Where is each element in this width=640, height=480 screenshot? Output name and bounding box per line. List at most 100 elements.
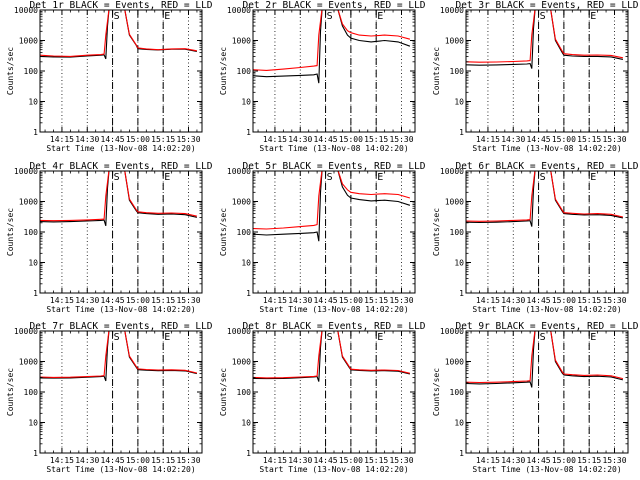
x-tick-label: 15:30	[176, 296, 200, 305]
series-events-line	[466, 10, 624, 69]
y-tick-label: 100	[237, 388, 252, 397]
x-tick-label: 14:45	[314, 456, 338, 465]
event-marker-label: S	[540, 11, 546, 22]
y-tick-label: 10000	[440, 167, 464, 176]
x-tick-label: 14:45	[101, 456, 125, 465]
x-tick-label: 14:30	[288, 456, 312, 465]
y-tick-label: 10	[28, 259, 38, 268]
x-tick-label: 15:15	[577, 296, 601, 305]
x-tick-label: 15:00	[339, 135, 363, 144]
x-tick-label: 14:30	[288, 296, 312, 305]
y-tick-label: 1000	[232, 358, 251, 367]
y-axis-label: Counts/sec	[432, 368, 441, 416]
x-tick-label: 14:30	[75, 296, 99, 305]
y-tick-label: 1000	[19, 37, 38, 46]
event-marker-label: E	[377, 11, 383, 22]
x-tick-label: 15:00	[339, 456, 363, 465]
x-axis-label: Start Time (13-Nov-08 14:02:20)	[46, 305, 195, 314]
event-marker-label: E	[164, 11, 170, 22]
series-events-line	[466, 331, 624, 388]
y-tick-label: 1	[246, 289, 251, 298]
x-tick-label: 14:15	[50, 456, 74, 465]
y-tick-label: 100	[237, 228, 252, 237]
panel-title: Det 4r BLACK = Events, RED = LLD	[29, 161, 212, 172]
x-tick-label: 15:30	[602, 456, 626, 465]
y-tick-label: 100	[237, 67, 252, 76]
panel-title: Det 6r BLACK = Events, RED = LLD	[455, 161, 638, 172]
y-tick-label: 10000	[227, 167, 251, 176]
y-tick-label: 1	[33, 289, 38, 298]
x-tick-label: 14:45	[101, 296, 125, 305]
x-tick-label: 14:45	[314, 135, 338, 144]
event-marker-label: S	[327, 172, 333, 183]
y-tick-label: 10000	[227, 6, 251, 15]
x-axis-label: Start Time (13-Nov-08 14:02:20)	[259, 144, 408, 153]
y-axis-label: Counts/sec	[219, 208, 228, 256]
series-events-line	[466, 171, 624, 227]
x-tick-label: 15:00	[552, 456, 576, 465]
y-tick-label: 100	[450, 67, 465, 76]
y-tick-label: 10000	[440, 6, 464, 15]
event-marker-label: E	[377, 172, 383, 183]
plot-frame	[465, 170, 629, 294]
x-tick-label: 15:30	[602, 296, 626, 305]
series-lld-line	[40, 331, 198, 378]
event-marker-label: S	[327, 332, 333, 343]
x-tick-label: 14:15	[263, 296, 287, 305]
y-axis-label: Counts/sec	[6, 208, 15, 256]
plot-frame	[465, 330, 629, 454]
x-tick-label: 15:00	[126, 135, 150, 144]
y-tick-label: 10	[454, 98, 464, 107]
x-tick-label: 14:15	[50, 135, 74, 144]
x-axis-label: Start Time (13-Nov-08 14:02:20)	[259, 305, 408, 314]
y-tick-label: 10	[28, 98, 38, 107]
x-tick-label: 15:30	[389, 296, 413, 305]
x-tick-label: 15:00	[552, 135, 576, 144]
event-marker-label: E	[164, 172, 170, 183]
series-events-line	[40, 331, 198, 382]
x-tick-label: 14:45	[527, 135, 551, 144]
series-lld-line	[253, 331, 411, 379]
x-axis-label: Start Time (13-Nov-08 14:02:20)	[46, 465, 195, 474]
series-events-line	[40, 171, 198, 226]
x-tick-label: 14:45	[314, 296, 338, 305]
x-tick-label: 15:00	[339, 296, 363, 305]
y-tick-label: 10000	[14, 167, 38, 176]
x-tick-label: 15:15	[364, 456, 388, 465]
y-tick-label: 10	[241, 259, 251, 268]
plot-frame	[252, 9, 416, 133]
y-tick-label: 10	[454, 419, 464, 428]
plot-frame	[252, 330, 416, 454]
y-tick-label: 100	[24, 228, 39, 237]
series-lld-line	[40, 10, 197, 57]
event-marker-label: S	[540, 172, 546, 183]
y-axis-label: Counts/sec	[219, 368, 228, 416]
x-tick-label: 15:30	[389, 456, 413, 465]
x-axis-label: Start Time (13-Nov-08 14:02:20)	[472, 465, 621, 474]
event-marker-label: E	[590, 11, 596, 22]
y-tick-label: 100	[24, 67, 39, 76]
y-tick-label: 1000	[232, 37, 251, 46]
y-axis-label: Counts/sec	[432, 208, 441, 256]
x-tick-label: 15:15	[364, 296, 388, 305]
plot-frame	[465, 9, 629, 133]
panel-title: Det 1r BLACK = Events, RED = LLD	[29, 0, 212, 11]
panel-title: Det 5r BLACK = Events, RED = LLD	[242, 161, 425, 172]
event-marker-label: E	[590, 172, 596, 183]
plot-frame	[39, 330, 203, 454]
x-tick-label: 14:15	[476, 456, 500, 465]
y-tick-label: 1	[459, 449, 464, 458]
y-tick-label: 1000	[19, 198, 38, 207]
x-tick-label: 14:30	[501, 135, 525, 144]
x-tick-label: 15:15	[151, 135, 175, 144]
plot-frame	[252, 170, 416, 294]
y-tick-label: 1	[246, 128, 251, 137]
y-tick-label: 100	[24, 388, 39, 397]
x-tick-label: 15:00	[126, 456, 150, 465]
